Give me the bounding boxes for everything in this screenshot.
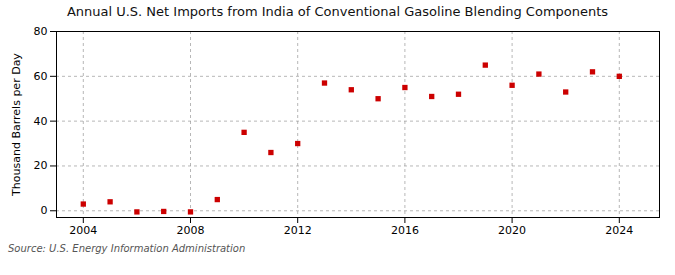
svg-text:20: 20 xyxy=(34,159,48,172)
svg-text:2012: 2012 xyxy=(284,224,312,237)
html-text:Annual U.S. Net Imports from I: Annual U.S. Net Imports from India of Co… xyxy=(66,4,609,19)
html-text:Source: U.S. Energy Informatio: Source: U.S. Energy Information Administ… xyxy=(8,243,246,254)
svg-text:2004: 2004 xyxy=(69,224,97,237)
svg-text:2008: 2008 xyxy=(177,224,205,237)
svg-text:Thousand Barrels per Day: Thousand Barrels per Day xyxy=(10,53,23,197)
svg-text:0: 0 xyxy=(41,204,48,217)
svg-text:2024: 2024 xyxy=(605,224,633,237)
svg-text:2016: 2016 xyxy=(391,224,419,237)
svg-text:2020: 2020 xyxy=(498,224,526,237)
svg-text:80: 80 xyxy=(34,25,48,38)
svg-text:40: 40 xyxy=(34,115,48,128)
svg-text:60: 60 xyxy=(34,70,48,83)
